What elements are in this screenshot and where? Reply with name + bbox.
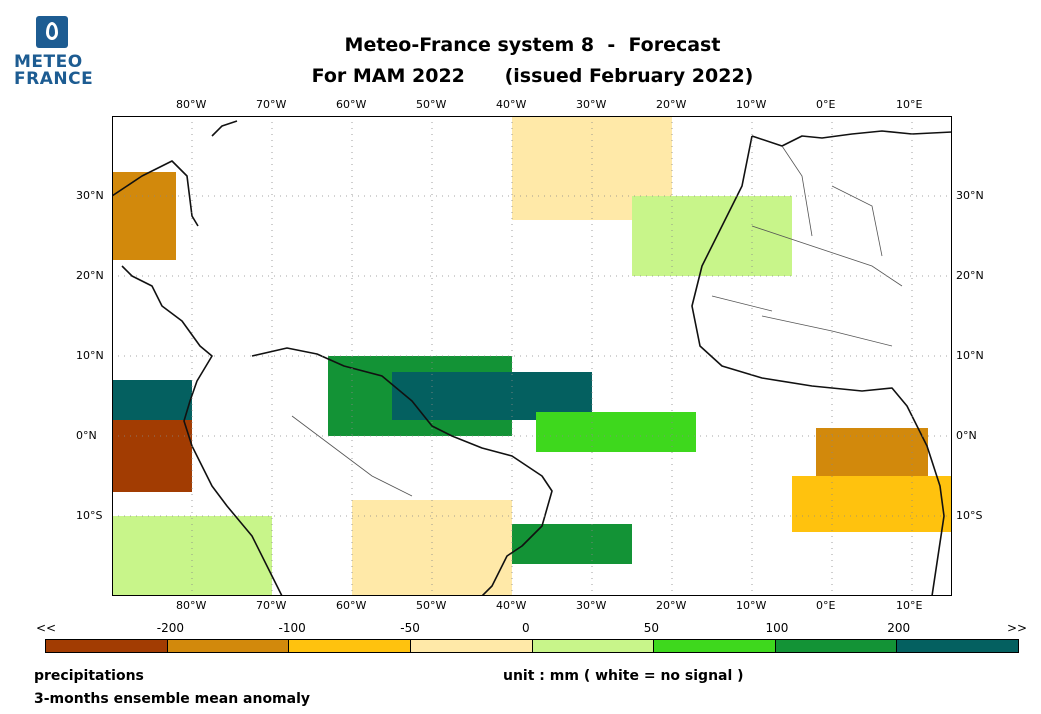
legend-swatch bbox=[410, 640, 533, 652]
anomaly-region-10 bbox=[632, 196, 792, 276]
legend-label: << bbox=[36, 621, 57, 635]
lon-label-bottom: 70°W bbox=[256, 599, 287, 612]
lon-label-top: 60°W bbox=[336, 98, 367, 111]
legend-label: >> bbox=[1007, 621, 1028, 635]
anomaly-region-1 bbox=[112, 380, 192, 420]
lat-label-left: 30°N bbox=[76, 189, 104, 202]
legend-label: 100 bbox=[765, 621, 789, 635]
lon-label-top: 80°W bbox=[176, 98, 207, 111]
legend-label: 50 bbox=[643, 621, 660, 635]
lon-label-bottom: 40°W bbox=[496, 599, 527, 612]
lon-label-top: 40°W bbox=[496, 98, 527, 111]
description-label: 3-months ensemble mean anomaly bbox=[34, 691, 311, 707]
map-frame bbox=[112, 116, 952, 596]
lon-label-bottom: 50°W bbox=[416, 599, 447, 612]
lon-label-bottom: 0°E bbox=[816, 599, 836, 612]
lon-label-bottom: 20°W bbox=[656, 599, 687, 612]
legend-label: -50 bbox=[400, 621, 420, 635]
lat-label-left: 0°N bbox=[76, 429, 97, 442]
lon-label-top: 10°W bbox=[736, 98, 767, 111]
anomaly-region-7 bbox=[816, 428, 928, 476]
color-legend bbox=[45, 639, 1019, 653]
anomaly-map bbox=[112, 116, 952, 596]
lon-label-top: 70°W bbox=[256, 98, 287, 111]
map-title-line2: For MAM 2022 (issued February 2022) bbox=[311, 65, 754, 87]
lon-label-top: 20°W bbox=[656, 98, 687, 111]
logo-line1: METEO bbox=[14, 52, 83, 72]
lon-label-bottom: 10°W bbox=[736, 599, 767, 612]
legend-swatch bbox=[775, 640, 898, 652]
anomaly-region-12 bbox=[112, 516, 272, 596]
lat-label-left: 10°S bbox=[76, 509, 103, 522]
variable-label: precipitations bbox=[34, 668, 144, 684]
anomaly-region-2 bbox=[112, 172, 176, 260]
legend-label: 200 bbox=[887, 621, 911, 635]
legend-swatch bbox=[532, 640, 655, 652]
meteo-france-logo: METEO FRANCE bbox=[14, 16, 94, 88]
legend-swatch bbox=[46, 640, 168, 652]
lon-label-bottom: 60°W bbox=[336, 599, 367, 612]
graticule bbox=[112, 116, 952, 596]
logo-line2: FRANCE bbox=[14, 69, 94, 89]
anomaly-region-8 bbox=[792, 476, 952, 532]
legend-label: 0 bbox=[522, 621, 530, 635]
legend-swatch bbox=[167, 640, 290, 652]
lon-label-top: 10°E bbox=[896, 98, 923, 111]
lon-label-bottom: 10°E bbox=[896, 599, 923, 612]
lon-label-top: 50°W bbox=[416, 98, 447, 111]
legend-swatch bbox=[289, 640, 411, 652]
lat-label-right: 20°N bbox=[956, 269, 984, 282]
lat-label-right: 10°N bbox=[956, 349, 984, 362]
lat-label-right: 0°N bbox=[956, 429, 977, 442]
legend-swatch bbox=[897, 640, 1018, 652]
legend-swatch bbox=[654, 640, 776, 652]
legend-label: -200 bbox=[156, 621, 184, 635]
anomaly-region-0 bbox=[112, 420, 192, 492]
legend-label: -100 bbox=[278, 621, 306, 635]
lat-label-left: 20°N bbox=[76, 269, 104, 282]
lon-label-bottom: 30°W bbox=[576, 599, 607, 612]
lon-label-top: 30°W bbox=[576, 98, 607, 111]
lat-label-right: 30°N bbox=[956, 189, 984, 202]
lat-label-right: 10°S bbox=[956, 509, 983, 522]
unit-label: unit : mm ( white = no signal ) bbox=[503, 668, 744, 684]
map-title-line1: Meteo-France system 8 - Forecast bbox=[344, 34, 721, 56]
lon-label-bottom: 80°W bbox=[176, 599, 207, 612]
meteo-france-icon bbox=[36, 16, 68, 48]
lat-label-left: 10°N bbox=[76, 349, 104, 362]
anomaly-region-5 bbox=[536, 412, 696, 452]
anomaly-cells bbox=[112, 116, 952, 596]
lon-label-top: 0°E bbox=[816, 98, 836, 111]
coastlines bbox=[112, 120, 952, 596]
